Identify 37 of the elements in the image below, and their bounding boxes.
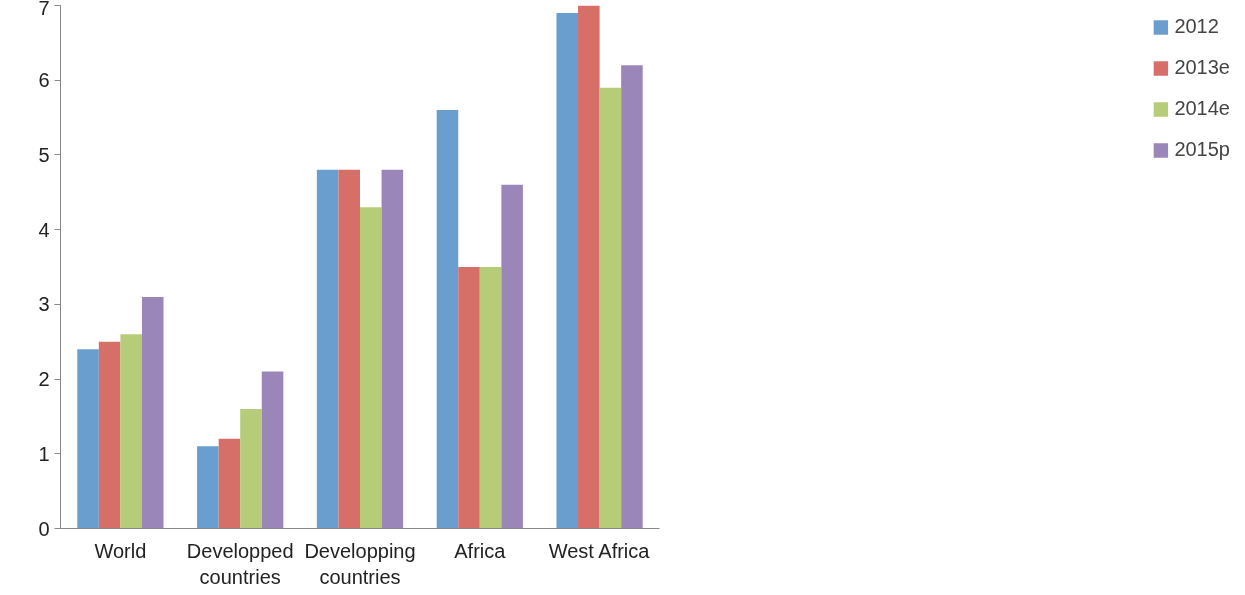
bar [436, 110, 459, 529]
bar [599, 87, 622, 529]
legend-label: 2015p [1174, 138, 1230, 161]
y-tick-label: 7 [38, 0, 50, 19]
bar [501, 184, 523, 529]
y-tick-label: 5 [38, 143, 50, 166]
y-tick-label: 0 [38, 517, 50, 540]
bar [578, 5, 600, 529]
bar [197, 446, 219, 529]
bar [479, 267, 502, 529]
y-tick-label: 1 [38, 442, 50, 465]
legend-label: 2012 [1174, 15, 1219, 38]
legend-label: 2014e [1174, 97, 1230, 120]
bar [240, 408, 262, 529]
bar [261, 371, 284, 529]
legend-label: 2013e [1174, 56, 1230, 79]
bar [316, 169, 339, 529]
bar [98, 341, 121, 529]
x-tick-label: World [94, 539, 147, 562]
bar [120, 334, 142, 529]
x-tick-label: West Africa [548, 539, 651, 562]
bar [77, 349, 99, 529]
bar [141, 296, 164, 529]
x-tick-label: Developping countries [304, 539, 416, 588]
bar [381, 169, 404, 529]
y-tick-label: 4 [38, 218, 50, 241]
bar [458, 267, 480, 529]
y-tick-label: 2 [38, 368, 50, 391]
bar [621, 65, 643, 529]
bar [360, 207, 382, 529]
y-tick-label: 3 [38, 293, 50, 316]
bar [556, 12, 579, 529]
y-tick-label: 6 [38, 69, 50, 92]
bar [218, 438, 241, 529]
x-tick-label: Africa [454, 539, 507, 562]
bar [338, 169, 360, 529]
x-tick-label: Developped countries [186, 539, 294, 588]
